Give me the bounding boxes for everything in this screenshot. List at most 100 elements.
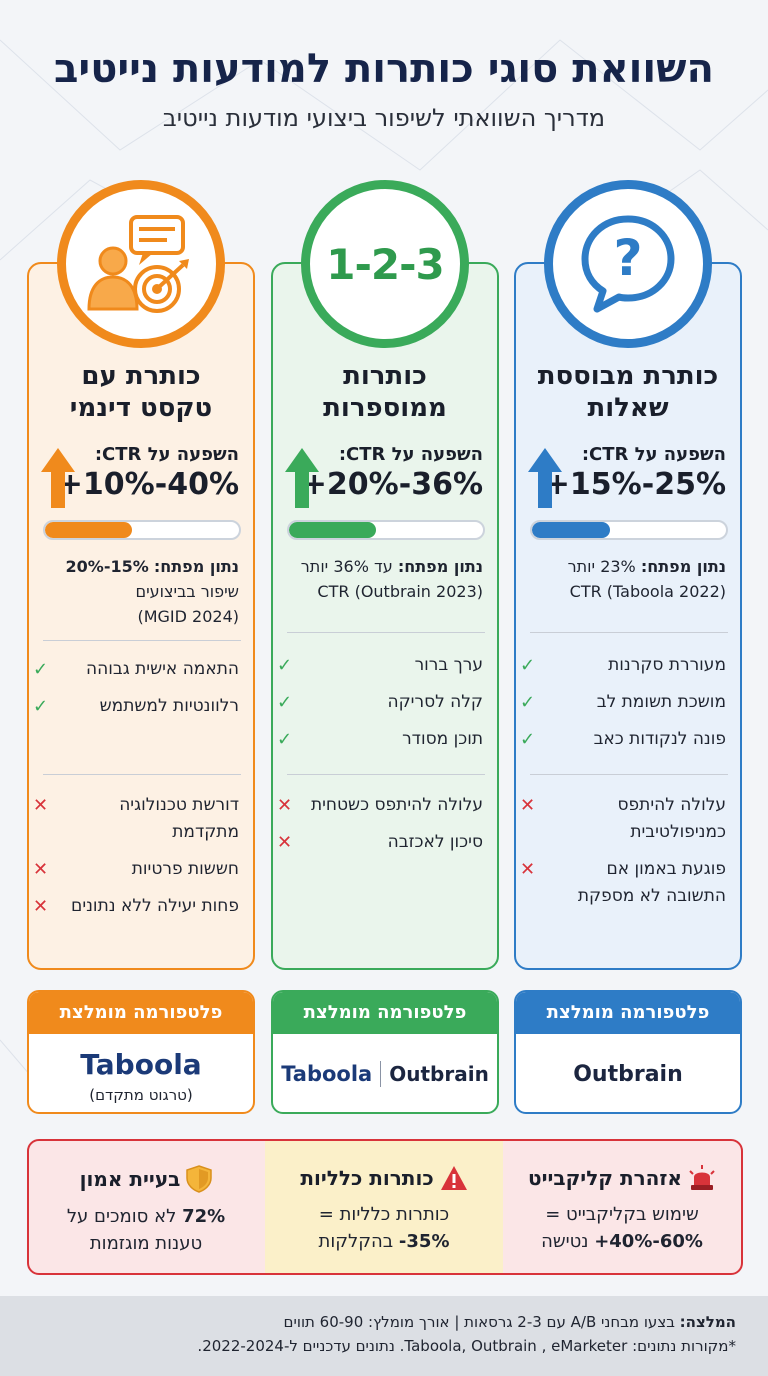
check-icon: ✓ [277, 655, 293, 676]
x-icon: ✕ [520, 795, 536, 816]
pro-item: ✓ התאמה אישית גבוהה [33, 656, 239, 683]
warning-title: אזהרת קליקבייט [528, 1166, 682, 1190]
question-bubble-icon: ? [544, 180, 712, 348]
arrow-up-icon [285, 448, 319, 508]
ctr-progress-fill [532, 522, 610, 538]
platform-box-question: פלטפורמה מומלצת Outbrain [514, 990, 742, 1114]
ctr-impact: השפעה על CTR: +20%-36% [283, 444, 483, 502]
con-item: ✕ פוגעת באמון אם התשובה לא מספקת [520, 856, 726, 910]
warning-generic-headlines: כותרות כלליות כותרות כלליות = -35% בהקלק… [265, 1141, 503, 1273]
x-icon: ✕ [33, 795, 49, 816]
warning-text: שימוש בקליקבייט = +40%-60% נטישה [541, 1204, 703, 1252]
divider [287, 632, 485, 633]
check-icon: ✓ [277, 729, 293, 750]
pro-item: ✓ ערך ברור [277, 652, 483, 679]
platform-note: (טרגוט מתקדם) [89, 1086, 193, 1104]
warning-title: כותרות כלליות [300, 1166, 434, 1190]
ctr-impact: השפעה על CTR: +10%-40% [39, 444, 239, 502]
warning-trust: בעיית אמון 72% לא סומכים על טענות מוגזמו… [29, 1141, 265, 1273]
check-icon: ✓ [277, 692, 293, 713]
con-item: ✕ דורשת טכנולוגיה מתקדמת [33, 792, 239, 846]
outbrain-logo: Outbrain [573, 1061, 683, 1087]
key-stat: נתון מפתח: 23% יותר CTR (Taboola 2022) [567, 557, 726, 601]
person-target-icon [57, 180, 225, 348]
card-question-headline: כותרת מבוססת שאלות השפעה על CTR: +15%-25… [514, 262, 742, 970]
ctr-impact-value: +20%-36% [301, 467, 483, 502]
con-item: ✕ פחות יעילה ללא נתונים [33, 893, 239, 920]
con-item: ✕ עלולה להיתפס כשטחית [277, 792, 483, 819]
footer-sources: *מקורות נתונים: Taboola, Outbrain , eMar… [197, 1337, 736, 1355]
card-numbered-headline: כותרות ממוספרות השפעה על CTR: +20%-36% נ… [271, 262, 499, 970]
shield-icon [186, 1165, 213, 1193]
key-stat: נתון מפתח: עד 36% יותר CTR (Outbrain 202… [300, 557, 483, 601]
warning-text: כותרות כלליות = -35% בהקלקות [318, 1204, 450, 1252]
platform-logos: Taboola Outbrain [273, 1034, 497, 1112]
pro-item: ✓ רלוונטיות למשתמש [33, 693, 239, 720]
card-title: כותרות ממוספרות [323, 361, 447, 423]
check-icon: ✓ [520, 655, 536, 676]
key-stat: נתון מפתח: 15%-20% שיפור בביצועים (MGID … [65, 557, 239, 626]
pros-list: ✓ מעוררת סקרנות ✓ מושכת תשומת לב ✓ פונה לנק… [520, 652, 726, 763]
ctr-impact: השפעה על CTR: +15%-25% [526, 444, 726, 502]
divider [287, 774, 485, 775]
divider [43, 774, 241, 775]
x-icon: ✕ [33, 896, 49, 917]
platform-logos: Taboola [29, 1034, 253, 1094]
cons-list: ✕ עלולה להיתפס כמניפולטיבית ✕ פוגעת באמון … [520, 792, 726, 920]
divider [530, 774, 728, 775]
x-icon: ✕ [277, 832, 293, 853]
x-icon: ✕ [520, 859, 536, 880]
warning-triangle-icon [440, 1166, 467, 1190]
ctr-impact-label: השפעה על CTR: [581, 444, 726, 465]
pros-list: ✓ ערך ברור ✓ קלה לסריקה ✓ תוכן מסודר [277, 652, 483, 763]
con-item: ✕ סיכון לאכזבה [277, 829, 483, 856]
divider [43, 640, 241, 641]
divider [530, 632, 728, 633]
warning-clickbait: אזהרת קליקבייט שימוש בקליקבייט = +40%-60… [503, 1141, 741, 1273]
check-icon: ✓ [33, 696, 49, 717]
check-icon: ✓ [33, 659, 49, 680]
ctr-impact-label: השפעה על CTR: [94, 444, 239, 465]
x-icon: ✕ [277, 795, 293, 816]
pro-item: ✓ פונה לנקודות כאב [520, 726, 726, 753]
svg-text:?: ? [613, 229, 642, 287]
ctr-progress-bar [530, 520, 728, 540]
platform-box-numbered: פלטפורמה מומלצת Taboola Outbrain [271, 990, 499, 1114]
siren-icon [689, 1165, 715, 1190]
pro-item: ✓ קלה לסריקה [277, 689, 483, 716]
warning-text: 72% לא סומכים על טענות מוגזמות [66, 1206, 226, 1254]
con-item: ✕ עלולה להיתפס כמניפולטיבית [520, 792, 726, 846]
arrow-up-icon [528, 448, 562, 508]
check-icon: ✓ [520, 729, 536, 750]
platform-header: פלטפורמה מומלצת [516, 992, 740, 1034]
cons-list: ✕ דורשת טכנולוגיה מתקדמת ✕ חששות פרטיות ✕ פ… [33, 792, 239, 930]
platform-header: פלטפורמה מומלצת [273, 992, 497, 1034]
warnings-box: אזהרת קליקבייט שימוש בקליקבייט = +40%-60… [27, 1139, 743, 1275]
ctr-progress-bar [43, 520, 241, 540]
card-title: כותרת עם טקסט דינמי [69, 361, 213, 423]
footer-recommendation: המלצה: בצעו מבחני A/B עם 2-3 גרסאות | או… [283, 1313, 736, 1331]
numbers-123-icon: 1-2-3 [301, 180, 469, 348]
ctr-progress-fill [45, 522, 133, 538]
platform-box-dynamic: פלטפורמה מומלצת Taboola (טרגוט מתקדם) [27, 990, 255, 1114]
check-icon: ✓ [520, 692, 536, 713]
logo-separator [380, 1061, 382, 1087]
arrow-up-icon [41, 448, 75, 508]
taboola-logo: Taboola [281, 1062, 373, 1086]
footer: המלצה: בצעו מבחני A/B עם 2-3 גרסאות | או… [0, 1296, 768, 1376]
ctr-progress-fill [289, 522, 377, 538]
con-item: ✕ חששות פרטיות [33, 856, 239, 883]
outbrain-logo: Outbrain [389, 1062, 489, 1086]
pro-item: ✓ מעוררת סקרנות [520, 652, 726, 679]
warning-title: בעיית אמון [79, 1167, 181, 1191]
pros-list: ✓ התאמה אישית גבוהה ✓ רלוונטיות למשתמש [33, 656, 239, 730]
ctr-impact-value: +10%-40% [57, 467, 239, 502]
page-subtitle: מדריך השוואתי לשיפור ביצועי מודעות נייטי… [162, 104, 606, 132]
ctr-impact-value: +15%-25% [544, 467, 726, 502]
ctr-progress-bar [287, 520, 485, 540]
card-title: כותרת מבוססת שאלות [537, 361, 719, 423]
pro-item: ✓ תוכן מסודר [277, 726, 483, 753]
page-title: השוואת סוגי כותרות למודעות נייטיב [54, 46, 714, 92]
taboola-logo: Taboola [80, 1047, 202, 1081]
pro-item: ✓ מושכת תשומת לב [520, 689, 726, 716]
